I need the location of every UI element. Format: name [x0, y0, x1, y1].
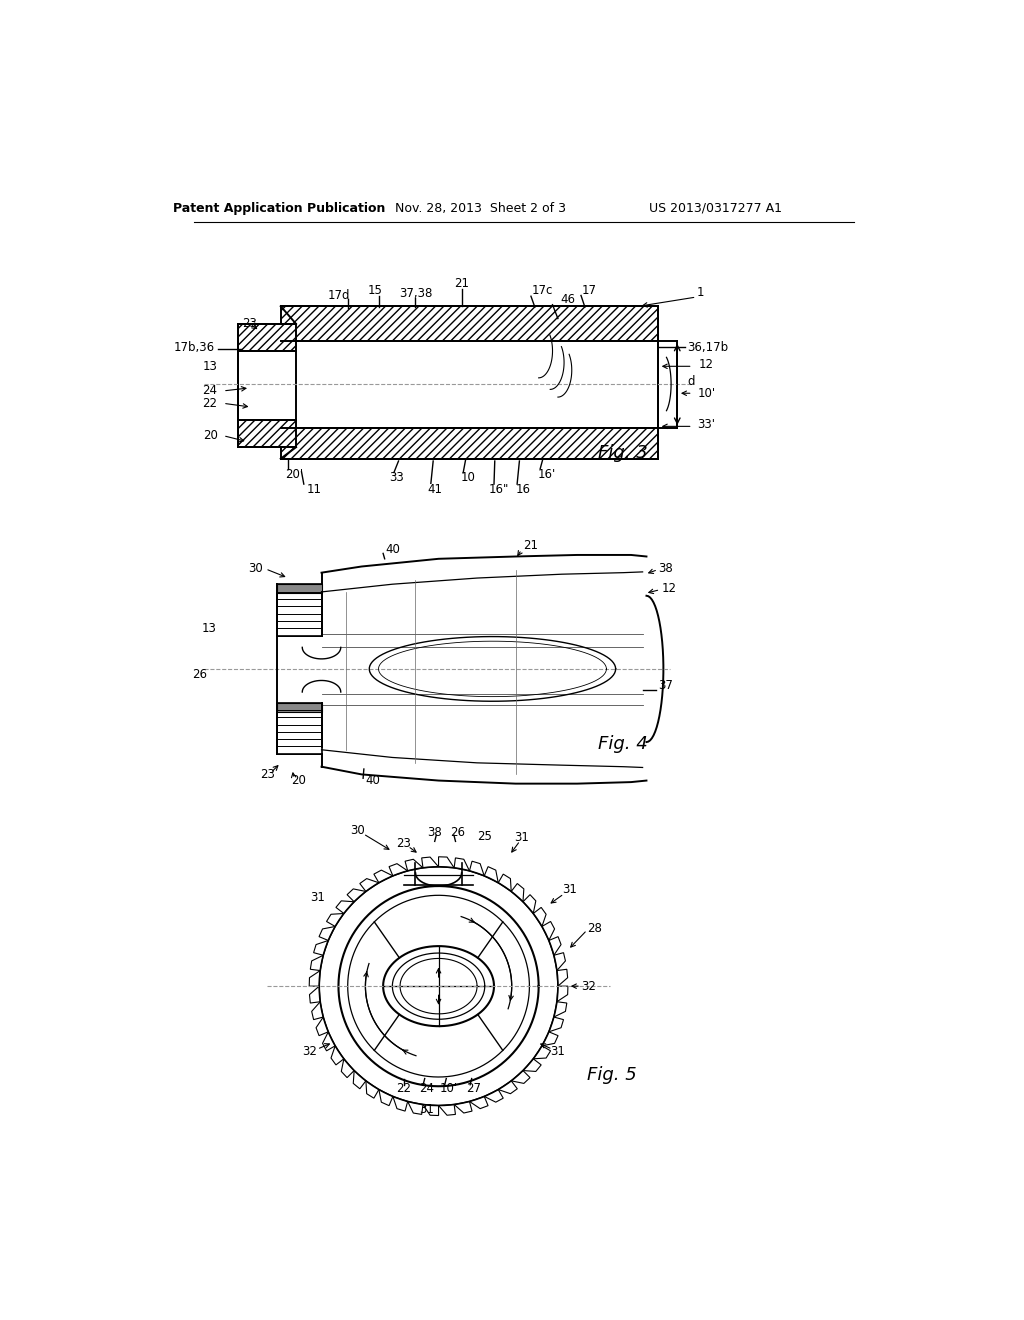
Text: 31: 31 — [420, 1102, 434, 1115]
Text: 17b,36: 17b,36 — [174, 341, 215, 354]
Text: 22: 22 — [203, 397, 217, 409]
Text: 36,17b: 36,17b — [687, 341, 729, 354]
Text: 23: 23 — [260, 768, 275, 781]
Text: 17c: 17c — [531, 284, 553, 297]
Text: 30: 30 — [350, 824, 366, 837]
Text: 40: 40 — [366, 774, 381, 787]
Text: 26: 26 — [193, 668, 208, 681]
Text: US 2013/0317277 A1: US 2013/0317277 A1 — [649, 202, 782, 215]
Text: 21: 21 — [523, 539, 539, 552]
Text: d: d — [687, 375, 695, 388]
Text: Nov. 28, 2013  Sheet 2 of 3: Nov. 28, 2013 Sheet 2 of 3 — [395, 202, 566, 215]
Text: 13: 13 — [202, 622, 217, 635]
Polygon shape — [276, 702, 322, 754]
Text: 40: 40 — [385, 543, 399, 556]
Text: 12: 12 — [699, 358, 714, 371]
Text: 33': 33' — [697, 417, 716, 430]
Text: 25: 25 — [477, 829, 493, 842]
Text: 22: 22 — [396, 1082, 412, 1096]
Text: 24: 24 — [420, 1082, 434, 1096]
Text: 16': 16' — [538, 467, 555, 480]
Polygon shape — [276, 585, 322, 636]
Text: 38: 38 — [427, 825, 442, 838]
Polygon shape — [239, 323, 296, 351]
Text: 20': 20' — [286, 467, 304, 480]
Text: 30: 30 — [248, 561, 263, 574]
Text: 20: 20 — [291, 774, 306, 787]
Polygon shape — [276, 585, 322, 594]
Text: 16": 16" — [488, 483, 509, 496]
Text: 10: 10 — [461, 471, 475, 484]
Text: 1: 1 — [696, 286, 705, 298]
Text: 10': 10' — [697, 387, 716, 400]
Text: 37: 37 — [658, 680, 673, 693]
Polygon shape — [281, 341, 658, 428]
Text: 37,38: 37,38 — [398, 286, 432, 300]
Text: 15: 15 — [368, 284, 383, 297]
Text: 20: 20 — [203, 429, 217, 442]
Text: 16: 16 — [516, 483, 530, 496]
Text: 31: 31 — [514, 832, 529, 843]
Text: 31: 31 — [562, 883, 577, 896]
Polygon shape — [239, 351, 296, 420]
Text: 21: 21 — [455, 277, 469, 290]
Text: 31: 31 — [551, 1045, 565, 1059]
Text: 28: 28 — [587, 921, 601, 935]
Text: Patent Application Publication: Patent Application Publication — [173, 202, 385, 215]
Text: 41: 41 — [427, 483, 442, 496]
Text: Fig. 5: Fig. 5 — [587, 1065, 637, 1084]
Text: 17d: 17d — [328, 289, 350, 302]
Text: 17: 17 — [582, 284, 596, 297]
Text: 32: 32 — [582, 979, 596, 993]
Polygon shape — [276, 702, 322, 711]
Text: 32: 32 — [302, 1045, 317, 1059]
Text: 27: 27 — [466, 1082, 480, 1096]
Polygon shape — [281, 306, 658, 341]
Text: 23: 23 — [243, 317, 257, 330]
Text: 26: 26 — [451, 825, 465, 838]
Text: 24: 24 — [203, 384, 217, 397]
Text: 23: 23 — [396, 837, 412, 850]
Text: 12: 12 — [663, 582, 677, 594]
Text: 46: 46 — [560, 293, 575, 306]
Polygon shape — [239, 420, 296, 447]
Text: Fig. 3: Fig. 3 — [598, 445, 648, 462]
Text: Fig. 4: Fig. 4 — [598, 735, 648, 752]
Text: 11: 11 — [306, 483, 322, 496]
Text: 33: 33 — [389, 471, 403, 484]
Polygon shape — [281, 428, 658, 459]
Text: 13: 13 — [203, 360, 217, 372]
Text: 10': 10' — [439, 1082, 458, 1096]
Text: 31: 31 — [310, 891, 325, 904]
Text: 38: 38 — [658, 562, 673, 576]
